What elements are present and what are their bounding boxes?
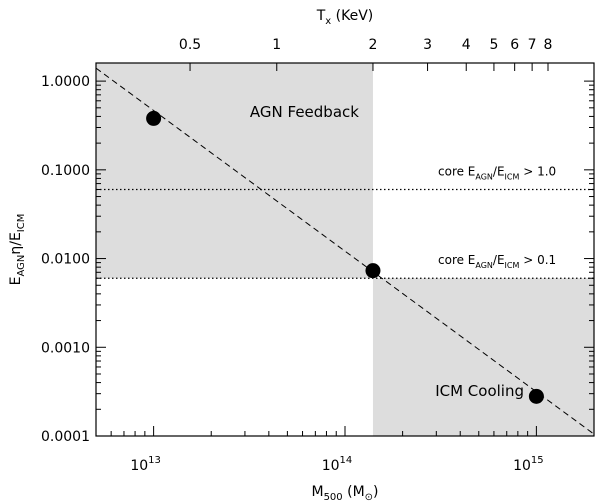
data-points <box>146 110 544 404</box>
top-tick-label-1: 0.5 <box>179 37 201 53</box>
region-2 <box>372 278 594 436</box>
top-tick-label-4: 3 <box>423 37 432 53</box>
fit-line-layer <box>95 67 595 435</box>
y-tick-label-4: 0.0010 <box>41 340 90 356</box>
data-point-2 <box>365 263 381 279</box>
threshold-label-2: core EAGN/EICM > 0.1 <box>438 253 556 270</box>
data-point-3 <box>528 388 544 404</box>
top-tick-label-6: 5 <box>489 37 498 53</box>
x-tick-label-1: 1013 <box>130 455 161 474</box>
axes <box>95 63 595 437</box>
top-tick-label-8: 7 <box>528 37 537 53</box>
threshold-lines <box>96 188 594 279</box>
top-tick-label-5: 4 <box>462 37 471 53</box>
region-1 <box>96 63 373 279</box>
data-point-1 <box>146 110 162 126</box>
y-tick-label-2: 0.1000 <box>41 163 90 179</box>
top-axis-title: Tx (KeV) <box>316 8 374 27</box>
region-label-1: AGN Feedback <box>250 103 359 121</box>
y-tick-label-5: 0.0001 <box>41 429 90 445</box>
top-tick-label-3: 2 <box>369 37 378 53</box>
axis-labels: AGN Feedback ICM Cooling core EAGN/EICM > … <box>8 8 556 503</box>
top-tick-label-2: 1 <box>272 37 281 53</box>
shaded-regions <box>96 63 594 436</box>
threshold-label-1: core EAGN/EICM > 1.0 <box>438 165 556 182</box>
top-tick-label-7: 6 <box>510 37 519 53</box>
region-label-2: ICM Cooling <box>435 382 524 400</box>
x-tick-label-3: 1015 <box>513 455 544 474</box>
y-axis-title: EAGNη/EICM <box>8 214 27 286</box>
y-tick-label-3: 0.0100 <box>41 252 90 268</box>
y-tick-label-1: 1.0000 <box>41 74 90 90</box>
x-tick-label-2: 1014 <box>322 455 353 474</box>
top-tick-label-9: 8 <box>544 37 553 53</box>
x-axis-title: M500 (M⊙) <box>311 484 378 503</box>
fit-line <box>95 67 595 435</box>
